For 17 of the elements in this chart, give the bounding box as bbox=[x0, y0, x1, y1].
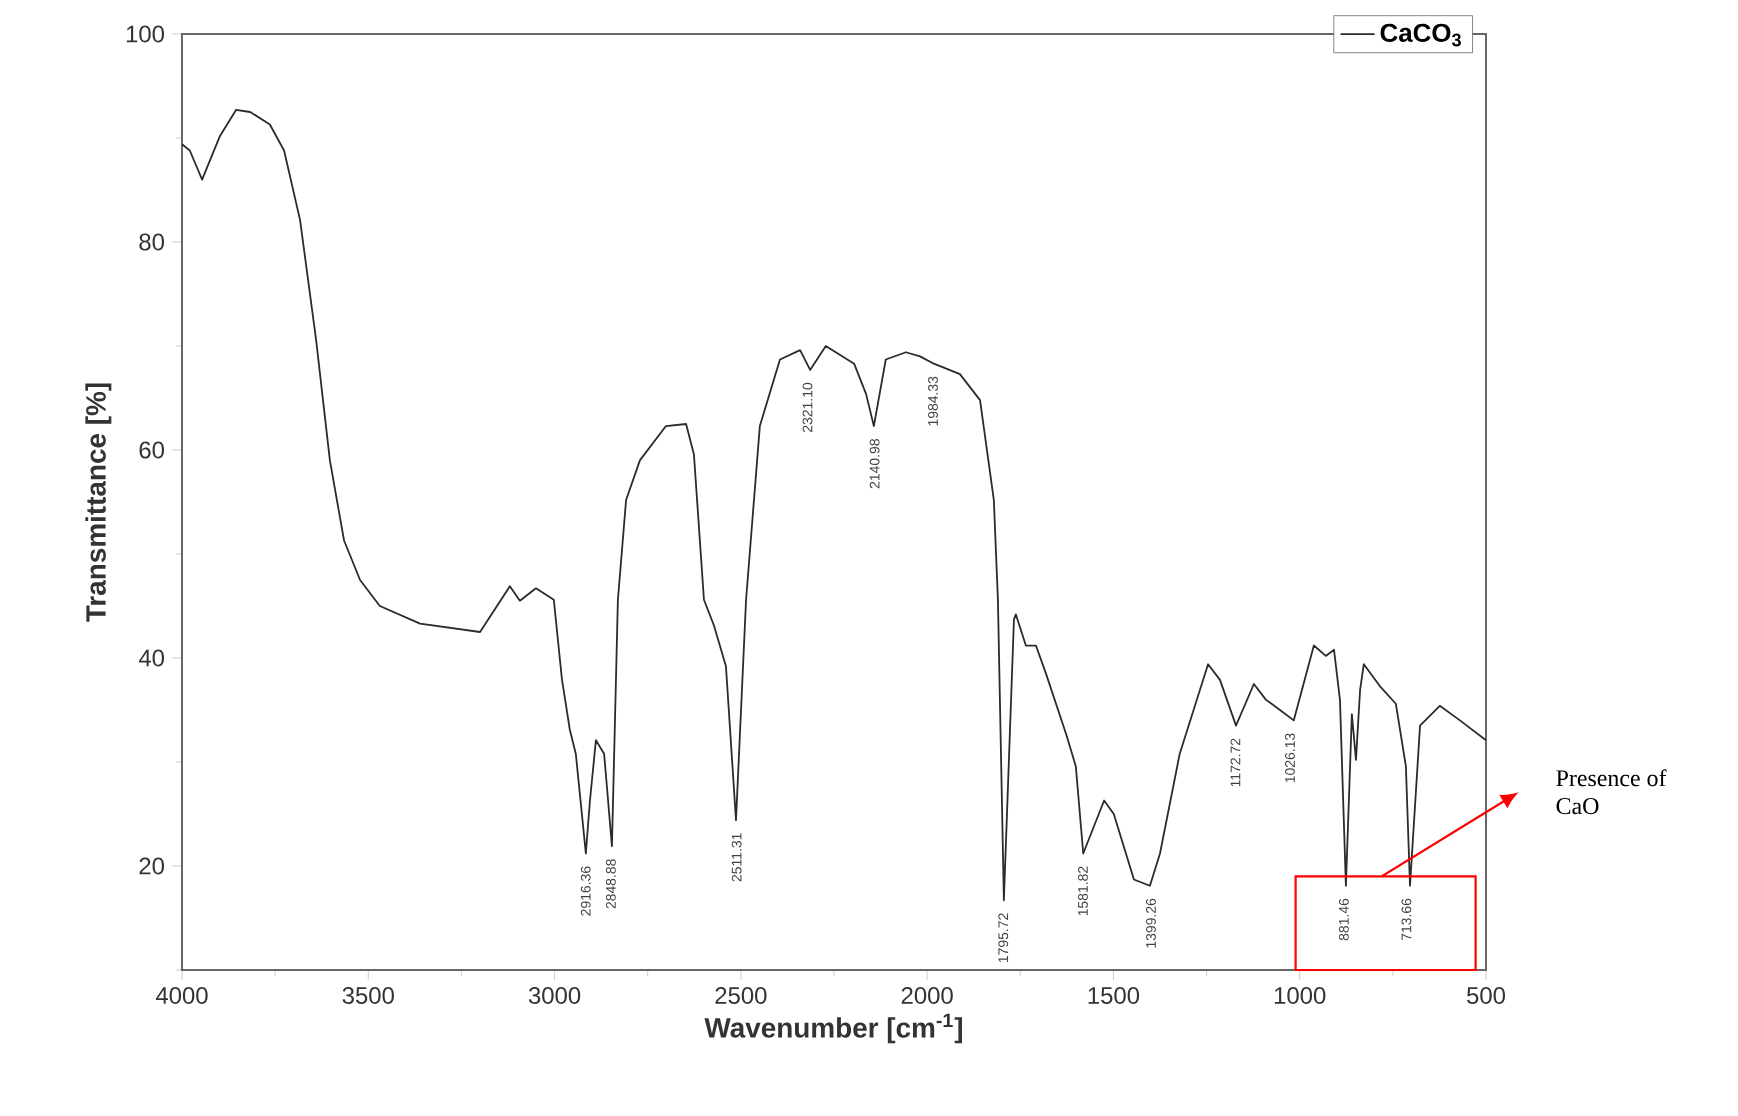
y-tick-label: 100 bbox=[126, 25, 165, 43]
y-tick-label: 40 bbox=[138, 649, 165, 667]
x-tick-label: 3500 bbox=[342, 987, 394, 1004]
y-tick-label: 80 bbox=[139, 233, 165, 251]
x-tick-label: 500 bbox=[1467, 987, 1506, 1004]
x-tick-label: 3000 bbox=[528, 987, 581, 1004]
x-tick-label: 4000 bbox=[155, 987, 208, 1004]
legend-label: CaCO$_{3}$ bbox=[1380, 23, 1461, 47]
x-tick-label: 2500 bbox=[715, 987, 767, 1004]
x-tick-label: 2000 bbox=[901, 987, 953, 1004]
text: Presence of CaO bbox=[1556, 769, 1667, 815]
y-tick-label: 60 bbox=[139, 441, 165, 459]
y-tick-label: 20 bbox=[139, 857, 165, 875]
x-tick-label: 1000 bbox=[1274, 987, 1326, 1004]
x-axis-title: Wavenumber [cm$^{-1}$] bbox=[704, 1013, 962, 1044]
x-tick-label: 1500 bbox=[1088, 987, 1140, 1004]
y-axis-title: Transmittance [%] bbox=[85, 383, 112, 622]
